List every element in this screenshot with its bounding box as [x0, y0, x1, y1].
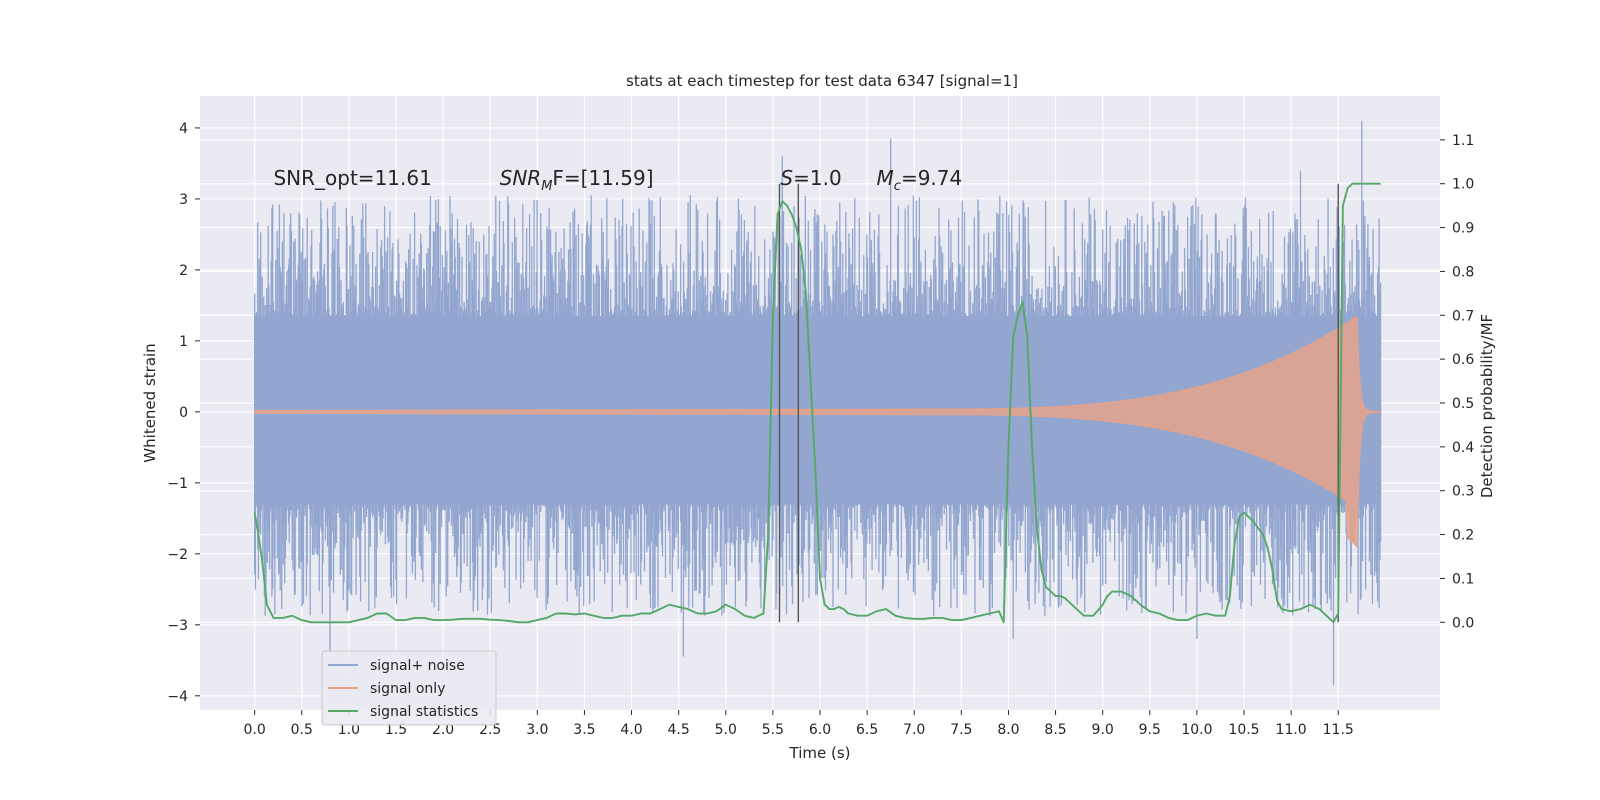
x-tick-label: 10.5 — [1228, 722, 1259, 738]
x-tick-label: 5.5 — [762, 722, 784, 738]
x-tick-label: 8.5 — [1044, 722, 1066, 738]
series-signal-only — [254, 315, 1381, 548]
y-tick-label: −3 — [167, 618, 188, 634]
y-right-tick-label: 0.1 — [1452, 571, 1474, 587]
legend-label: signal only — [370, 681, 445, 697]
y-right-tick-label: 0.8 — [1452, 264, 1474, 280]
y-tick-label: −1 — [167, 476, 188, 492]
x-axis-label: Time (s) — [789, 744, 851, 762]
x-tick-label: 1.5 — [385, 722, 407, 738]
annotation: SNRMF=[11.59] — [500, 166, 654, 194]
annotation: S=1.0 — [780, 166, 841, 190]
y-right-tick-label: 0.6 — [1452, 352, 1474, 368]
y-right-tick-label: 0.5 — [1452, 396, 1474, 412]
y-right-tick-label: 0.4 — [1452, 440, 1474, 456]
x-tick-label: 8.0 — [997, 722, 1019, 738]
y-axis-right-label: Detection probability/MF — [1478, 314, 1496, 498]
x-tick-label: 0.0 — [244, 722, 266, 738]
x-tick-label: 3.0 — [526, 722, 548, 738]
y-tick-label: 2 — [179, 263, 188, 279]
y-tick-label: −4 — [167, 689, 188, 705]
x-tick-label: 6.5 — [856, 722, 878, 738]
chart-title: stats at each timestep for test data 634… — [626, 72, 1018, 90]
y-tick-label: 0 — [179, 405, 188, 421]
x-tick-label: 1.0 — [338, 722, 360, 738]
y-right-tick-label: 0.3 — [1452, 484, 1474, 500]
annotation: Mc=9.74 — [877, 166, 963, 194]
x-tick-label: 5.0 — [715, 722, 737, 738]
legend-label: signal statistics — [370, 704, 478, 720]
x-tick-label: 6.0 — [809, 722, 831, 738]
x-tick-label: 3.5 — [573, 722, 595, 738]
x-tick-label: 2.5 — [479, 722, 501, 738]
legend-box — [321, 650, 497, 726]
y-right-tick-label: 0.0 — [1452, 615, 1474, 631]
y-right-tick-label: 0.9 — [1452, 221, 1474, 237]
y-right-tick-label: 0.2 — [1452, 528, 1474, 544]
series-signal-statistics — [253, 182, 1381, 624]
legend-label: signal+ noise — [370, 658, 465, 674]
x-tick-label: 7.5 — [950, 722, 972, 738]
annotations: SNR_opt=11.61 SNRMF=[11.59] S=1.0 Mc=9.74 — [273, 166, 962, 194]
y-right-tick-label: 1.1 — [1452, 133, 1474, 149]
x-tick-label: 10.0 — [1181, 722, 1212, 738]
y-tick-label: 1 — [179, 334, 188, 350]
y-tick-label: 3 — [179, 192, 188, 208]
x-tick-label: 0.5 — [291, 722, 313, 738]
y-tick-label: 4 — [179, 121, 188, 137]
x-tick-label: 9.0 — [1092, 722, 1114, 738]
x-tick-label: 4.0 — [620, 722, 642, 738]
x-tick-label: 4.5 — [668, 722, 690, 738]
x-tick-label: 9.5 — [1139, 722, 1161, 738]
x-tick-label: 2.0 — [432, 722, 454, 738]
y-axis-label: Whitened strain — [141, 343, 159, 462]
x-tick-label: 7.0 — [903, 722, 925, 738]
annotation: SNR_opt=11.61 — [273, 166, 431, 190]
signal-statistics-line — [253, 182, 1381, 624]
axes: 0.0 0.5 1.0 1.5 2.0 2.5 3.0 3.5 4.0 4.5 5.0 5.5 6.0 6… — [167, 121, 1474, 738]
y-right-tick-label: 0.7 — [1452, 308, 1474, 324]
y-tick-label: −2 — [167, 547, 188, 563]
x-tick-label: 11.0 — [1276, 722, 1307, 738]
y-right-tick-label: 1.0 — [1452, 177, 1474, 193]
legend: signal+ noise signal only signal statistic… — [321, 650, 497, 726]
x-tick-label: 11.5 — [1323, 722, 1354, 738]
signal-only-envelope — [254, 315, 1381, 548]
